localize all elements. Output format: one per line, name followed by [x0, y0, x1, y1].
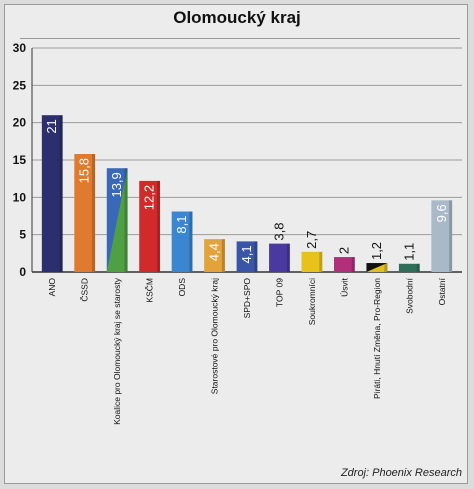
bar — [398, 263, 420, 272]
x-tick-label: ČSSD — [80, 278, 90, 302]
y-axis: 0 5 10 15 20 25 30 — [13, 41, 462, 279]
x-tick-label: Ostatní — [437, 277, 447, 305]
x-tick-label: Koalice pro Olomoucký kraj se starosty — [112, 277, 122, 425]
bar — [74, 154, 96, 272]
bar-shade — [449, 200, 453, 272]
bar-shade — [416, 263, 420, 272]
bar-shade — [254, 241, 258, 272]
y-tick-label: 30 — [13, 41, 27, 55]
bar-shade — [319, 251, 323, 272]
bar-accent — [366, 263, 388, 272]
value-label: 1,1 — [401, 243, 416, 261]
value-label: 2,7 — [304, 231, 319, 249]
value-label: 1,2 — [369, 242, 384, 260]
bar — [269, 243, 290, 272]
value-label: 8,1 — [174, 216, 189, 234]
bar — [236, 241, 258, 272]
bar — [139, 180, 161, 272]
bar-shade — [189, 211, 193, 272]
value-labels: 21 15,8 13,9 12,2 8,1 4,4 4,1 3,8 2,7 2 1,2 1,1 9,6 — [44, 119, 449, 263]
bar-shade — [384, 263, 388, 272]
y-tick-label: 0 — [19, 265, 26, 279]
x-tick-label: SPD+SPO — [242, 278, 252, 319]
value-label: 15,8 — [77, 158, 92, 183]
value-label: 12,2 — [142, 185, 157, 210]
x-tick-label: ANO — [47, 278, 57, 297]
bar-shade — [221, 239, 225, 272]
bars — [41, 115, 453, 272]
y-tick-label: 10 — [13, 190, 27, 204]
source-note: Zdroj: Phoenix Research — [340, 467, 462, 479]
bar-shade — [124, 168, 128, 272]
bar-shade — [351, 257, 355, 272]
x-tick-label: Piráti, Hnutí Změna, Pro-Region — [372, 278, 382, 399]
bar — [333, 257, 355, 272]
value-label: 13,9 — [109, 172, 124, 197]
value-label: 4,1 — [239, 245, 254, 263]
value-label: 21 — [44, 119, 59, 133]
x-tick-label: KSČM — [145, 278, 155, 303]
value-label: 3,8 — [271, 223, 286, 241]
bar — [301, 251, 323, 272]
x-tick-label: Starostové pro Olomoucký kraj — [210, 278, 220, 394]
y-tick-label: 25 — [13, 78, 27, 92]
bar — [431, 200, 453, 272]
bar — [204, 239, 225, 272]
x-tick-label: TOP 09 — [274, 278, 284, 307]
x-tick-label: Svobodní — [404, 277, 414, 314]
y-tick-label: 15 — [13, 153, 27, 167]
chart-title: Olomoucký kraj — [173, 8, 301, 27]
x-tick-label: Soukromníci — [307, 278, 317, 325]
y-tick-label: 5 — [19, 228, 26, 242]
value-label: 9,6 — [434, 204, 449, 222]
value-label: 2 — [336, 247, 351, 254]
bar-shade — [286, 243, 290, 272]
x-tick-label: ODS — [177, 278, 187, 297]
bar — [41, 115, 63, 272]
y-tick-label: 20 — [13, 116, 27, 130]
bar-shade — [157, 180, 161, 272]
title-divider — [20, 38, 460, 39]
x-tick-label: Úsvit — [339, 277, 349, 297]
value-label: 4,4 — [207, 243, 222, 261]
bar-accent — [106, 168, 128, 272]
bar — [171, 211, 193, 272]
grid-lines — [32, 47, 462, 273]
bar-shade — [59, 115, 63, 272]
x-tick-labels: ANO ČSSD Koalice pro Olomoucký kraj se sta… — [47, 277, 447, 425]
bar-shade — [92, 154, 96, 272]
